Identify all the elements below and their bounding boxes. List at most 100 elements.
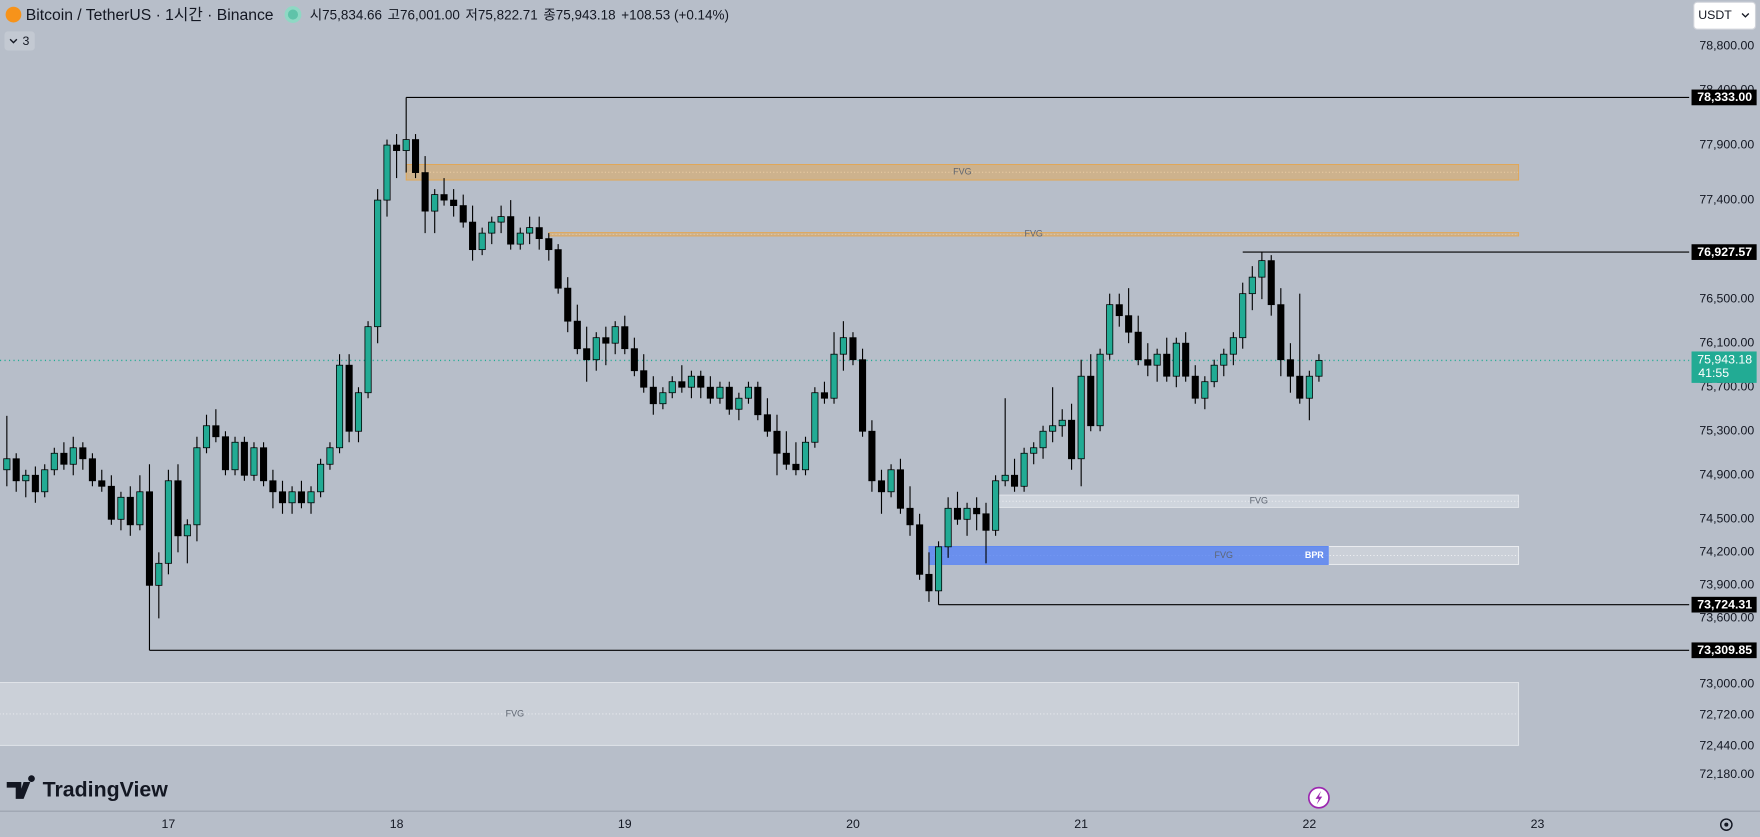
y-tick-label: 73,600.00 [1699, 611, 1754, 625]
currency-label: USDT [1698, 8, 1732, 22]
candle-body [450, 199, 458, 206]
candle-body [69, 447, 77, 465]
y-tick-label: 78,800.00 [1699, 38, 1754, 52]
candle-body [1163, 353, 1171, 377]
ohlc-close: 종75,943.18 [543, 7, 615, 22]
candle-body [1144, 359, 1152, 366]
indicator-toggle[interactable] [4, 31, 35, 51]
candle-body [630, 348, 638, 372]
y-tick-label: 72,720.00 [1699, 707, 1754, 721]
candle-body [916, 524, 924, 575]
candle-body [1125, 315, 1133, 333]
candle-body [88, 458, 96, 482]
candle-body [383, 144, 391, 201]
candle-body [1115, 304, 1123, 317]
candle-body [1134, 331, 1142, 361]
candle-body [212, 425, 220, 438]
indicator-count: 3 [22, 34, 29, 48]
candle-body [1020, 452, 1028, 487]
candle-body [973, 507, 981, 515]
candle-body [925, 573, 933, 592]
candle-body [1277, 304, 1285, 361]
x-tick-label: 19 [618, 817, 632, 831]
candle-body [1296, 375, 1304, 399]
candle-body [31, 474, 39, 493]
candle-body [735, 397, 743, 410]
candle-body [811, 392, 819, 443]
level-label-box [1691, 642, 1757, 659]
candle-body [145, 491, 153, 586]
candle-body [488, 221, 496, 234]
candle-body [640, 370, 648, 388]
candle-body [1153, 353, 1161, 366]
candle-body [963, 507, 971, 520]
candle-body [278, 491, 287, 504]
candle-body [364, 326, 372, 394]
candle-body [1286, 359, 1294, 377]
candle-body [1058, 419, 1066, 427]
ohlc-high: 고76,001.00 [388, 7, 460, 22]
candle-body [1077, 375, 1085, 460]
zone-label: FVG [1024, 229, 1042, 239]
candle-body [421, 172, 429, 212]
candle-body [1239, 293, 1247, 339]
candle-body [250, 447, 258, 476]
candle-body [440, 194, 448, 201]
y-tick-label: 77,900.00 [1699, 137, 1754, 151]
candle-body [1220, 353, 1228, 366]
candle-body [887, 469, 895, 493]
candle-body [1001, 474, 1009, 482]
last-price-label: 75,943.18 [1697, 353, 1752, 367]
y-tick-label: 75,300.00 [1699, 424, 1754, 438]
candle-body [953, 507, 962, 520]
candle-body [782, 452, 790, 465]
candle-body [1191, 375, 1199, 399]
settings-icon[interactable] [1719, 818, 1733, 831]
candle-body [1039, 430, 1047, 449]
candle-body [545, 238, 553, 251]
candle-body [507, 216, 515, 245]
candle-body [117, 496, 125, 520]
x-tick-label: 21 [1074, 817, 1088, 831]
candle-body [1068, 419, 1076, 460]
fvg-zone [928, 546, 1329, 565]
y-tick-label: 77,400.00 [1699, 192, 1754, 206]
y-tick-label: 73,900.00 [1699, 578, 1754, 592]
candle-body [992, 480, 1000, 531]
candle-body [687, 375, 695, 388]
candle-body [839, 337, 847, 355]
brand-logo [6, 775, 35, 799]
candle-body [164, 480, 172, 564]
candle-body [668, 381, 676, 394]
candle-body [288, 491, 296, 504]
level-label: 73,309.85 [1697, 643, 1752, 657]
candle-body [706, 386, 714, 399]
candle-body [202, 425, 211, 449]
y-tick-label: 76,100.00 [1699, 335, 1754, 349]
candle-body [336, 364, 344, 449]
candle-body [3, 458, 11, 471]
candle-body [716, 386, 724, 399]
candle-body [1258, 260, 1266, 278]
candle-body [411, 139, 420, 173]
candle-body [221, 436, 229, 471]
candle-body [526, 227, 534, 234]
candle-body [906, 507, 914, 526]
settings-icon-center [1724, 822, 1729, 827]
ohlc-legend: 시75,834.66 고76,001.00 저75,822.71 종75,943.18… [310, 7, 729, 22]
candle-body [592, 337, 600, 361]
overlay: 78,800.0078,400.0077,900.0077,400.0076,5… [162, 38, 1757, 831]
last-price-box [1691, 351, 1757, 383]
currency-select[interactable] [1693, 1, 1757, 30]
candle-body [820, 392, 828, 399]
candle-body [1229, 337, 1237, 355]
candle-body [583, 348, 591, 361]
candle-body [935, 546, 943, 592]
candle-body [1315, 360, 1323, 377]
candle-body [725, 386, 733, 410]
candle-body [944, 507, 952, 548]
y-tick-label: 74,900.00 [1699, 468, 1754, 482]
candle-body [402, 139, 410, 151]
